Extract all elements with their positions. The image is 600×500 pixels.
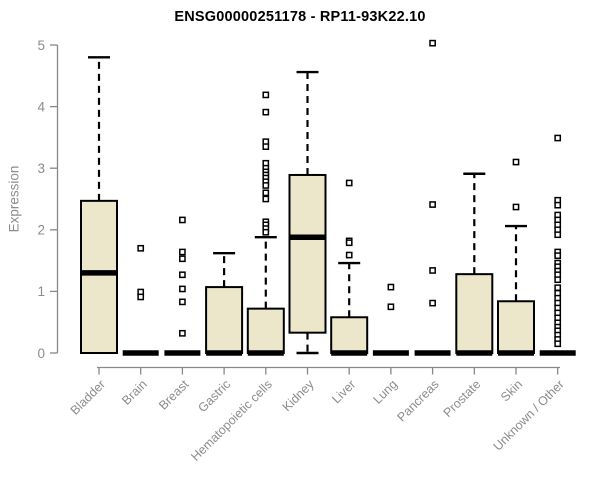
outlier-point — [262, 195, 270, 203]
outlier-point — [262, 143, 270, 150]
outlier-point — [262, 189, 270, 197]
chart-title: ENSG00000251178 - RP11-93K22.10 — [174, 9, 426, 25]
outlier-point — [137, 293, 145, 301]
outlier-point — [554, 340, 562, 348]
x-axis-category-label: Bladder — [68, 377, 108, 417]
outlier-point — [179, 255, 186, 263]
y-axis-tick-label: 1 — [37, 284, 45, 299]
outlier-point — [512, 203, 520, 211]
y-axis-tick-label: 0 — [37, 346, 45, 361]
outlier-point — [554, 284, 562, 292]
outlier-point — [262, 91, 270, 99]
x-axis-category-label: Liver — [329, 377, 358, 406]
outlier-point — [429, 39, 436, 47]
outlier-point — [179, 271, 186, 279]
outlier-point — [345, 251, 353, 259]
box — [80, 199, 118, 354]
outlier-point — [179, 298, 186, 306]
y-axis-tick-label: 5 — [37, 38, 45, 53]
outlier-point — [179, 248, 186, 256]
outlier-point — [429, 299, 436, 307]
y-axis-tick-label: 2 — [37, 223, 45, 238]
outlier-point — [429, 201, 436, 208]
outlier-point — [345, 179, 353, 187]
box — [497, 300, 535, 355]
outlier-point — [262, 108, 270, 116]
box — [330, 316, 369, 355]
x-axis-category-label: Brain — [119, 377, 150, 408]
box — [288, 173, 327, 334]
x-axis-category-label: Gastric — [195, 377, 233, 415]
outlier-point — [387, 283, 395, 291]
outlier-point — [554, 231, 562, 239]
outlier-point — [179, 285, 186, 293]
outlier-point — [554, 134, 562, 142]
x-axis-category-label: Hematopoietic cells — [188, 377, 275, 464]
outlier-point — [345, 239, 353, 247]
outlier-point — [137, 244, 145, 252]
x-axis-category-label: Breast — [156, 377, 192, 413]
outlier-point — [262, 228, 270, 236]
outlier-point — [387, 303, 395, 311]
outlier-point — [179, 216, 186, 224]
outlier-point — [429, 267, 436, 274]
outlier-point — [512, 158, 520, 166]
outlier-point — [179, 329, 186, 337]
y-axis-tick-label: 4 — [37, 99, 45, 114]
box — [246, 307, 285, 355]
x-axis-category-label: Unknown / Other — [491, 377, 567, 453]
outlier-point — [554, 252, 562, 260]
x-axis-category-label: Pancreas — [394, 377, 441, 424]
x-axis-category-label: Prostate — [441, 377, 484, 420]
outlier-point — [554, 276, 562, 284]
outlier-point — [262, 182, 270, 189]
box — [205, 286, 244, 355]
x-axis-category-label: Lung — [370, 377, 400, 407]
box — [455, 273, 494, 355]
x-axis-category-label: Kidney — [280, 377, 317, 414]
x-axis-category-label: Skin — [498, 377, 525, 404]
y-axis-tick-label: 3 — [37, 161, 45, 176]
outlier-point — [554, 201, 562, 209]
